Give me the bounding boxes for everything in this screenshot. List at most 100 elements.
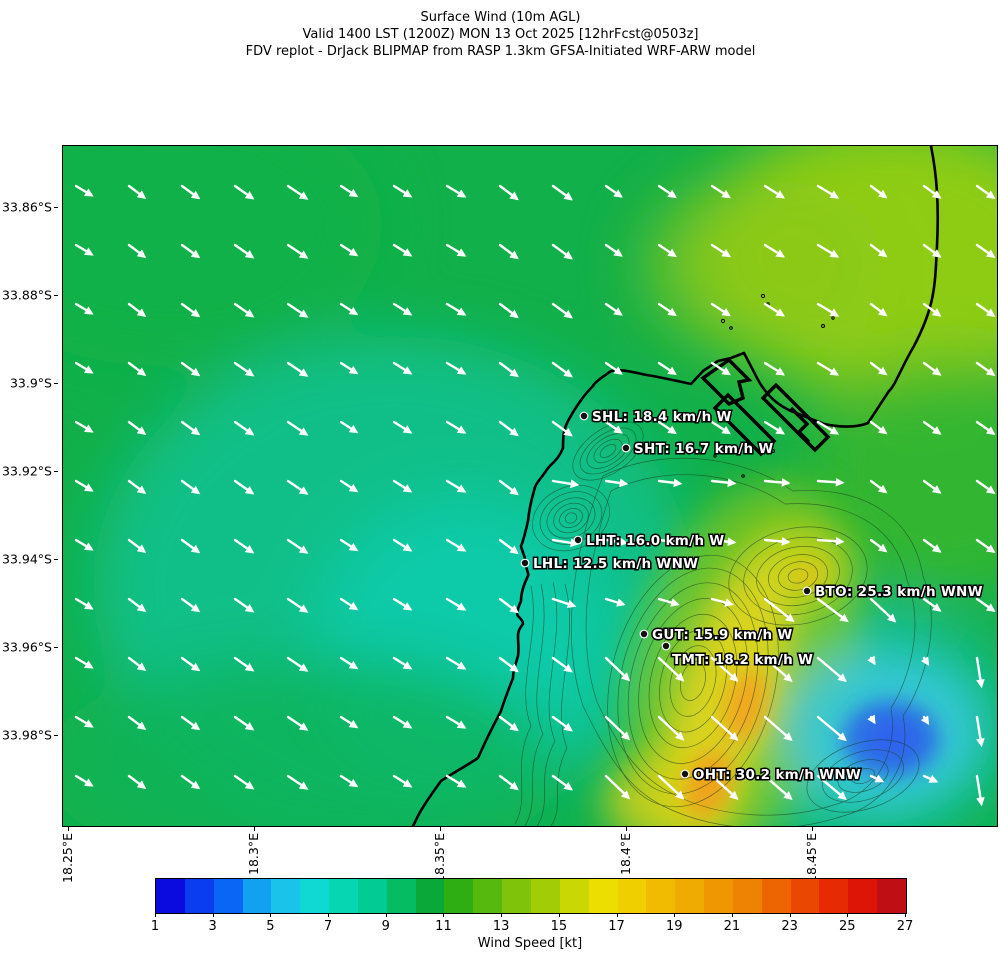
wind-arrow <box>74 597 94 610</box>
wind-arrow <box>657 715 685 741</box>
wind-arrow <box>604 184 623 198</box>
x-tick-mark <box>625 827 627 831</box>
colorbar-tick-mark <box>212 913 214 917</box>
wind-arrow <box>127 479 147 494</box>
wind-arrow <box>551 774 573 791</box>
wind-arrow <box>551 361 573 378</box>
wind-arrow <box>286 479 309 495</box>
wind-arrow <box>922 479 942 494</box>
x-tick-mark <box>67 827 69 831</box>
wind-arrow <box>498 361 519 378</box>
wind-arrow <box>180 361 201 377</box>
colorbar-segment <box>386 879 416 913</box>
colorbar-tick-label: 3 <box>208 919 217 934</box>
wind-arrow <box>816 597 849 623</box>
wind-arrow <box>867 655 876 666</box>
y-tick-label: 33.92°S <box>2 463 52 479</box>
colorbar-segment <box>156 879 185 913</box>
colorbar-title: Wind Speed [kt] <box>477 936 583 951</box>
wind-arrow <box>180 420 201 436</box>
colorbar-segment <box>300 879 330 913</box>
wind-arrow <box>816 477 845 487</box>
station-label: GUT: 15.9 km/h W <box>652 627 793 643</box>
wind-arrow <box>392 538 413 552</box>
colorbar-tick-mark <box>616 913 618 917</box>
wind-arrow <box>657 537 683 547</box>
wind-arrow <box>975 656 985 689</box>
station-label: LHT: 16.0 km/h W <box>586 533 724 549</box>
wind-arrow <box>498 479 519 496</box>
wind-arrow <box>710 361 731 376</box>
station-label: BTO: 25.3 km/h WNW <box>815 584 983 600</box>
wind-arrow <box>339 361 359 375</box>
wind-arrow <box>657 243 677 258</box>
y-tick-label: 33.96°S <box>2 639 52 655</box>
colorbar-tick-label: 23 <box>781 919 798 934</box>
wind-arrow <box>869 243 888 258</box>
wind-arrow <box>127 243 147 258</box>
colorbar-tick-label: 1 <box>150 919 160 934</box>
colorbar-tick-mark <box>270 913 272 917</box>
wind-arrow <box>657 361 677 376</box>
wind-arrow <box>445 479 467 493</box>
wind-arrow <box>604 361 623 375</box>
wind-arrow <box>657 184 677 199</box>
wind-arrow <box>339 243 359 257</box>
wind-arrow <box>763 656 793 683</box>
wind-arrow <box>286 361 309 377</box>
wind-arrow <box>710 537 737 546</box>
wind-arrow <box>127 361 147 376</box>
wind-arrow <box>286 538 309 554</box>
wind-arrow <box>763 361 786 376</box>
wind-arrow <box>869 479 888 494</box>
wind-arrow <box>498 656 519 673</box>
wind-arrow <box>710 478 737 487</box>
wind-arrow <box>74 302 94 315</box>
wind-arrow <box>127 538 147 553</box>
wind-arrow <box>869 420 888 435</box>
wind-arrow <box>922 302 942 317</box>
islet-specks <box>701 293 835 478</box>
wind-arrow <box>604 478 629 488</box>
colorbar-tick-mark <box>385 913 387 917</box>
wind-arrow <box>74 184 94 197</box>
wind-arrow <box>604 537 629 547</box>
wind-arrow <box>657 302 677 317</box>
wind-arrow <box>604 597 626 607</box>
wind-arrow <box>657 597 680 607</box>
wind-map: SHL: 18.4 km/h W SHT: 16.7 km/h W LHT: 16.… <box>63 146 997 826</box>
colorbar-tick-label: 21 <box>723 919 741 934</box>
colorbar-tick-label: 19 <box>665 919 683 934</box>
wind-arrow <box>127 420 147 435</box>
wind-arrow <box>922 361 942 376</box>
station-marker <box>520 558 530 568</box>
wind-arrow <box>920 656 930 667</box>
wind-arrow <box>233 656 255 672</box>
wind-arrow <box>180 656 201 672</box>
station-label: LHL: 12.5 km/h WNW <box>533 556 698 572</box>
y-tick-label: 33.88°S <box>2 287 52 303</box>
colorbar-segment <box>588 879 618 913</box>
wind-arrow <box>233 715 255 731</box>
wind-arrow <box>551 243 573 260</box>
wind-arrow <box>286 184 309 200</box>
colorbar-tick-mark <box>789 913 791 917</box>
wind-arrow <box>763 537 791 546</box>
colorbar-segment <box>646 879 676 913</box>
wind-arrow <box>975 302 996 317</box>
wind-arrow <box>392 302 413 316</box>
wind-arrow <box>551 302 573 319</box>
y-tick-mark <box>54 646 58 648</box>
wind-arrow <box>710 774 739 800</box>
colorbar-tick-label: 7 <box>323 919 333 934</box>
wind-arrow <box>710 715 739 741</box>
wind-arrow <box>392 597 413 611</box>
wind-arrow <box>763 184 786 199</box>
wind-arrow <box>445 538 467 552</box>
colorbar-tick-mark <box>155 913 156 917</box>
wind-arrow <box>710 243 731 258</box>
wind-arrow <box>180 597 201 613</box>
wind-arrow <box>286 715 309 731</box>
wind-arrow <box>975 184 996 199</box>
